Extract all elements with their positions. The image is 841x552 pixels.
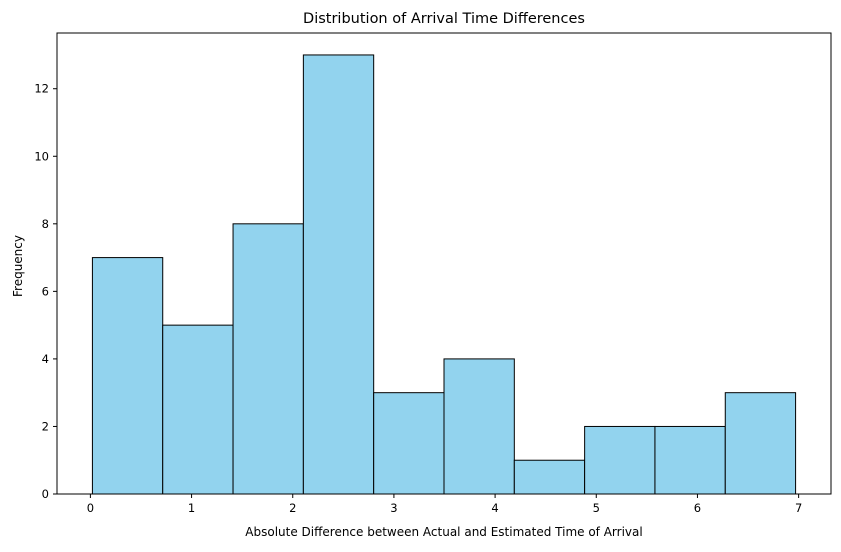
- chart-title: Distribution of Arrival Time Differences: [303, 11, 585, 27]
- y-tick-label: 8: [42, 217, 49, 231]
- histogram-bar-7: [513, 459, 586, 495]
- histogram-bar-8: [584, 425, 656, 495]
- y-axis-label: Frequency: [11, 235, 25, 297]
- histogram-bar-1: [91, 257, 164, 495]
- histogram-bar-9: [654, 425, 726, 495]
- y-tick-label: 12: [34, 82, 49, 96]
- y-tick-label: 10: [34, 149, 49, 163]
- histogram-bar-5: [373, 392, 445, 495]
- y-tick-label: 4: [42, 352, 49, 366]
- y-tick-label: 2: [42, 419, 49, 433]
- x-tick-label: 5: [593, 501, 600, 515]
- x-tick-label: 7: [795, 501, 802, 515]
- plot-area-frame: [56, 32, 832, 495]
- histogram-bar-4: [302, 54, 375, 495]
- bars-group: [91, 54, 797, 495]
- x-tick-label: 2: [289, 501, 296, 515]
- x-axis-label: Absolute Difference between Actual and E…: [245, 525, 642, 539]
- x-tick-label: 4: [491, 501, 498, 515]
- y-tick-label: 6: [42, 284, 49, 298]
- x-tick-label: 0: [87, 501, 94, 515]
- x-axis-ticks: 0 1 2 3 4 5 6 7: [87, 494, 802, 515]
- histogram-bar-6: [443, 358, 515, 495]
- x-tick-label: 1: [188, 501, 195, 515]
- y-tick-label: 0: [42, 487, 49, 501]
- histogram-bar-3: [232, 223, 304, 495]
- x-tick-label: 3: [390, 501, 397, 515]
- histogram-bar-2: [162, 324, 234, 495]
- histogram-bar-10: [724, 392, 797, 495]
- x-tick-label: 6: [694, 501, 701, 515]
- y-axis-ticks: 0 2 4 6 8 10 12: [34, 82, 57, 501]
